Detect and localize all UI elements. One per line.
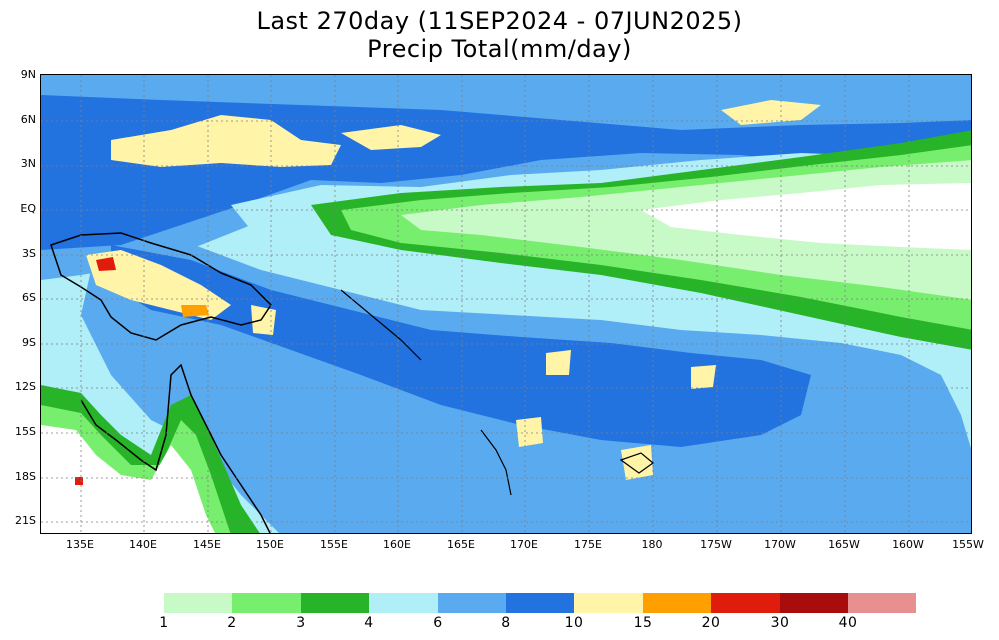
solomon-islands-coastline	[340, 289, 422, 361]
colorbar-cell-2	[232, 593, 301, 613]
colorbar-label-2: 2	[227, 615, 237, 631]
australia-driest-region	[41, 425, 215, 533]
colorbar-label-8: 8	[501, 615, 511, 631]
colorbar-label-4: 4	[364, 615, 374, 631]
colorbar-label-10: 10	[564, 615, 584, 631]
lon-label-140e: 140E	[129, 538, 157, 551]
precip-patch-15-fiji	[621, 445, 653, 480]
precip-patch-15-north-1	[111, 115, 341, 167]
lon-label-165e: 165E	[447, 538, 475, 551]
precip-dry-core	[641, 183, 971, 250]
colorbar-label-1: 1	[159, 615, 169, 631]
lat-label-9n: 9N	[20, 68, 36, 81]
precip-core-20-png	[181, 305, 209, 317]
precip-patch-15-png	[86, 250, 231, 320]
colorbar-cell-4	[369, 593, 438, 613]
colorbar-cell-1	[164, 593, 233, 613]
colorbar-cell-6	[506, 593, 575, 613]
lon-label-170e: 170E	[510, 538, 538, 551]
colorbar-cell-9	[711, 593, 780, 613]
precipitation-field	[41, 75, 971, 533]
lon-label-175w: 175W	[700, 538, 732, 551]
vanuatu-coastline	[480, 429, 512, 496]
lat-label-12s: 12S	[15, 380, 36, 393]
precip-patch-15-solomon	[251, 305, 276, 335]
lat-label-9s: 9S	[22, 336, 36, 349]
fiji-coastline	[619, 452, 654, 474]
lon-label-180: 180	[641, 538, 663, 551]
lon-label-135e: 135E	[66, 538, 94, 551]
colorbar-cell-7	[574, 593, 643, 613]
lon-label-160w: 160W	[892, 538, 924, 551]
colorbar	[164, 593, 916, 613]
lon-label-170w: 170W	[764, 538, 796, 551]
colorbar-label-3: 3	[296, 615, 306, 631]
graticule	[41, 75, 971, 533]
map-subtitle: Precip Total(mm/day)	[367, 35, 632, 63]
lon-label-155w: 155W	[952, 538, 984, 551]
precip-patch-15-vanuatu	[516, 417, 543, 447]
colorbar-label-30: 30	[770, 615, 790, 631]
lat-label-eq: EQ	[20, 202, 36, 215]
lat-label-3s: 3S	[22, 247, 36, 260]
colorbar-cell-8	[643, 593, 712, 613]
lon-label-145e: 145E	[193, 538, 221, 551]
lon-label-165w: 165W	[828, 538, 860, 551]
colorbar-label-6: 6	[433, 615, 443, 631]
colorbar-label-15: 15	[633, 615, 653, 631]
precip-core-30-png	[96, 257, 116, 271]
lat-label-6n: 6N	[20, 113, 36, 126]
australia-coastline	[80, 363, 271, 533]
lon-label-160e: 160E	[383, 538, 411, 551]
lat-label-18s: 18S	[15, 470, 36, 483]
precipitation-map	[40, 74, 972, 534]
colorbar-cell-10	[780, 593, 849, 613]
colorbar-cell-5	[438, 593, 507, 613]
lat-label-3n: 3N	[20, 157, 36, 170]
png-coastline	[50, 232, 272, 341]
colorbar-label-40: 40	[838, 615, 858, 631]
precip-core-30-australia	[75, 477, 83, 485]
lat-label-21s: 21S	[15, 514, 36, 527]
lat-label-6s: 6S	[22, 291, 36, 304]
colorbar-cell-11	[848, 593, 916, 613]
lat-label-15s: 15S	[15, 425, 36, 438]
precip-patch-15-tuvalu	[546, 350, 571, 375]
colorbar-cell-3	[301, 593, 370, 613]
precip-patch-15-samoa	[691, 365, 716, 389]
lon-label-175e: 175E	[574, 538, 602, 551]
map-title: Last 270day (11SEP2024 - 07JUN2025)	[256, 7, 743, 35]
lon-label-155e: 155E	[320, 538, 348, 551]
precip-band-8-10-south	[111, 245, 811, 447]
colorbar-label-20: 20	[701, 615, 721, 631]
lon-label-150e: 150E	[256, 538, 284, 551]
precip-patch-15-north-2	[341, 125, 441, 150]
precip-patch-15-north-3	[721, 100, 821, 125]
